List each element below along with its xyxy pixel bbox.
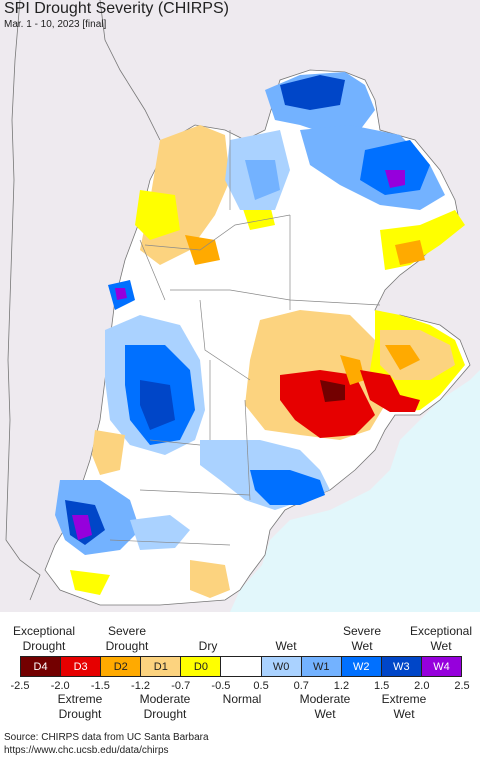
legend-label-severe-wet: Severe Wet xyxy=(342,624,382,653)
map-subtitle: Mar. 1 - 10, 2023 [final] xyxy=(4,19,107,30)
legend-label-extreme-wet: Extreme Wet xyxy=(381,692,427,721)
legend-label-extreme-drought: Extreme Drought xyxy=(57,692,103,721)
legend-swatch-w3: W3 xyxy=(381,657,422,676)
legend-swatch-normal xyxy=(221,657,262,676)
legend-label-exceptional-drought: Exceptional Drought xyxy=(12,624,76,653)
spi-patches xyxy=(55,72,465,598)
map-title: SPI Drought Severity (CHIRPS) xyxy=(4,0,229,17)
legend-tick: -1.2 xyxy=(131,680,151,692)
legend-swatch-d4: D4 xyxy=(21,657,62,676)
province-borders xyxy=(109,130,381,546)
legend-tick: 1.2 xyxy=(333,680,350,692)
legend-label-exceptional-wet: Exceptional Wet xyxy=(409,624,473,653)
legend-swatch-d3: D3 xyxy=(61,657,102,676)
legend-color-bar: D4 D3 D2 D1 D0 W0 W1 W2 W3 W4 xyxy=(20,656,462,677)
chile-coastline xyxy=(5,0,41,601)
source-url: https://www.chc.ucsb.edu/data/chirps xyxy=(4,745,169,756)
legend-label-severe-drought: Severe Drought xyxy=(105,624,149,653)
legend-tick: 1.5 xyxy=(373,680,390,692)
legend-tick: 0.5 xyxy=(253,680,269,692)
legend-swatch-w0: W0 xyxy=(261,657,302,676)
legend-tick: -0.5 xyxy=(211,680,231,692)
source-credit: Source: CHIRPS data from UC Santa Barbar… xyxy=(4,731,209,757)
legend-label-moderate-wet: Moderate Wet xyxy=(299,692,351,721)
ocean xyxy=(230,0,480,612)
legend-label-dry: Dry xyxy=(198,639,218,653)
drought-map xyxy=(0,0,480,612)
legend-tick: -1.5 xyxy=(90,680,110,692)
legend-label-normal: Normal xyxy=(222,692,262,706)
legend-swatch-w2: W2 xyxy=(341,657,382,676)
legend-tick: 2.0 xyxy=(414,680,430,692)
legend-swatch-w1: W1 xyxy=(301,657,342,676)
legend-tick: 2.5 xyxy=(454,680,470,692)
legend-label-wet: Wet xyxy=(275,639,297,653)
legend-label-moderate-drought: Moderate Drought xyxy=(139,692,191,721)
source-line: Source: CHIRPS data from UC Santa Barbar… xyxy=(4,732,209,743)
legend-tick: -0.7 xyxy=(171,680,191,692)
legend-tick: -2.5 xyxy=(10,680,30,692)
northern-border xyxy=(99,0,161,141)
legend-swatch-d2: D2 xyxy=(101,657,142,676)
legend-tick: 0.7 xyxy=(293,680,309,692)
legend-tick: -2.0 xyxy=(50,680,70,692)
legend-swatch-d1: D1 xyxy=(141,657,182,676)
legend-swatch-w4: W4 xyxy=(421,657,462,676)
legend-swatch-d0: D0 xyxy=(181,657,222,676)
